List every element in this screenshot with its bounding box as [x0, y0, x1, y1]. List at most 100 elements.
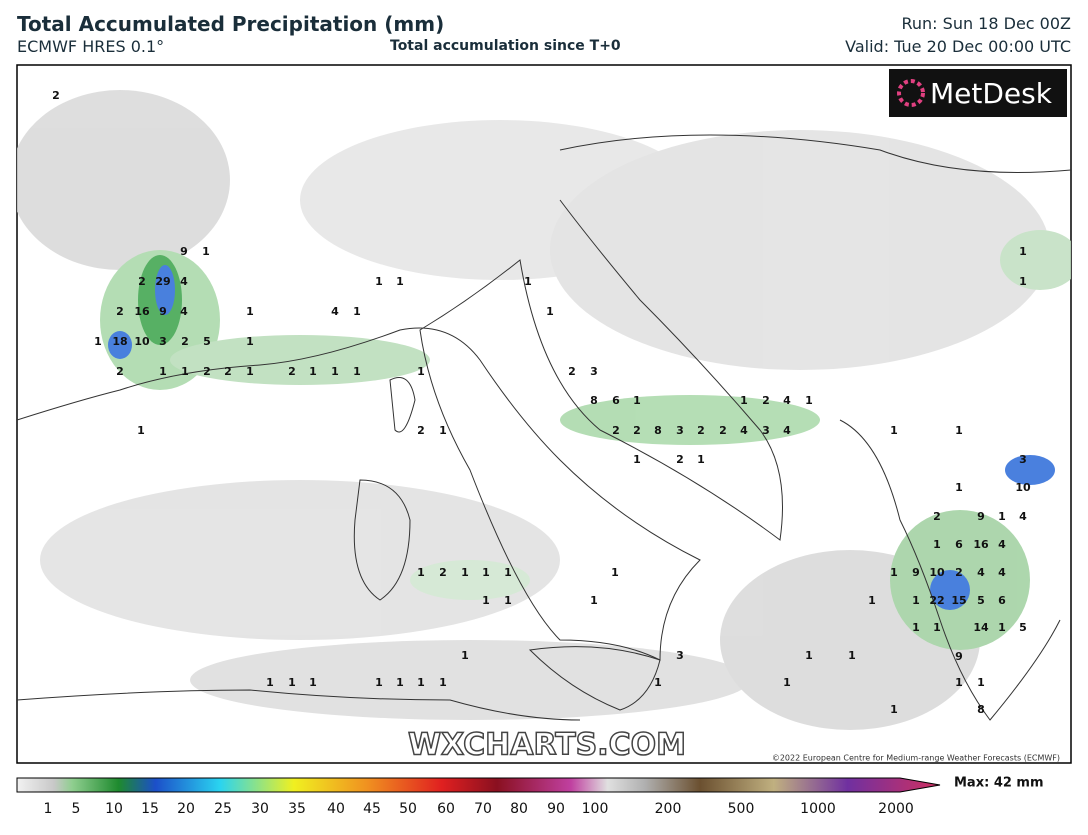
coastlines: [17, 134, 1071, 721]
precip-label: 1: [955, 424, 963, 437]
precip-label: 3: [762, 424, 770, 437]
precip-label: 1: [1019, 245, 1027, 258]
precip-label: 1: [633, 394, 641, 407]
precip-label: 4: [740, 424, 748, 437]
logo-box: [889, 69, 1067, 117]
precip-label: 1: [890, 566, 898, 579]
precip-label: 16: [134, 305, 150, 318]
precip-label: 16: [973, 538, 989, 551]
precip-label: 1: [202, 245, 210, 258]
precip-label: 1: [933, 538, 941, 551]
precip-label: 1: [805, 394, 813, 407]
precip-label: 1: [417, 566, 425, 579]
precip-label: 1: [309, 676, 317, 689]
precip-label: 2: [933, 510, 941, 523]
precip-label: 2: [138, 275, 146, 288]
precip-label: 1: [396, 676, 404, 689]
precip-label: 10: [929, 566, 945, 579]
precip-label: 1: [439, 676, 447, 689]
colorbar-tick-label: 45: [363, 801, 381, 817]
colorbar-tick-label: 50: [399, 801, 417, 817]
precip-label: 1: [955, 676, 963, 689]
precip-label: 2: [52, 89, 60, 102]
precip-label: 1: [375, 275, 383, 288]
precip-label: 1: [805, 649, 813, 662]
precip-label: 1: [890, 703, 898, 716]
model: ECMWF HRES 0.1°: [17, 37, 165, 56]
copyright: ©2022 European Centre for Medium-range W…: [772, 754, 1060, 763]
precip-label: 1: [159, 365, 167, 378]
precip-label: 2: [568, 365, 576, 378]
precip-label: 8: [654, 424, 662, 437]
precip-label: 1: [504, 594, 512, 607]
colorbar-tick-label: 2000: [878, 801, 914, 817]
precip-label: 1: [783, 676, 791, 689]
precip-label: 9: [955, 650, 963, 663]
precip-label: 1: [504, 566, 512, 579]
colorbar-tick-label: 60: [437, 801, 455, 817]
precip-label: 9: [159, 305, 167, 318]
precip-label: 1: [375, 676, 383, 689]
precip-label: 6: [612, 394, 620, 407]
precip-label: 10: [1015, 481, 1031, 494]
precip-label: 1: [246, 365, 254, 378]
precip-label: 1: [546, 305, 554, 318]
precip-label: 1: [461, 566, 469, 579]
precip-label: 2: [762, 394, 770, 407]
precip-label: 1: [590, 594, 598, 607]
colorbar-tick-label: 30: [251, 801, 269, 817]
precip-label: 2: [116, 365, 124, 378]
precip-label: 1: [868, 594, 876, 607]
precip-label: 8: [590, 394, 598, 407]
precip-label: 4: [998, 566, 1006, 579]
precip-label: 4: [783, 394, 791, 407]
precip-label: 3: [159, 335, 167, 348]
precip-label: 1: [912, 621, 920, 634]
precip-label: 1: [439, 424, 447, 437]
precip-label: 1: [417, 365, 425, 378]
precip-label: 1: [912, 594, 920, 607]
precip-label: 1: [998, 621, 1006, 634]
precip-label: 5: [203, 335, 211, 348]
precip-label: 2: [116, 305, 124, 318]
precip-label: 9: [180, 245, 188, 258]
precip-label: 9: [977, 510, 985, 523]
precip-label: 5: [977, 594, 985, 607]
precip-label: 5: [1019, 621, 1027, 634]
precip-label: 22: [929, 594, 944, 607]
precip-label: 1: [482, 594, 490, 607]
precip-label: 9: [912, 566, 920, 579]
precip-label: 1: [697, 453, 705, 466]
precip-label: 1: [633, 453, 641, 466]
precip-label: 6: [955, 538, 963, 551]
colorbar-tick-label: 15: [141, 801, 159, 817]
precip-label: 1: [309, 365, 317, 378]
precip-label: 1: [396, 275, 404, 288]
precip-label: 1: [933, 621, 941, 634]
logo-text: MetDesk: [930, 77, 1053, 110]
precip-label: 2: [224, 365, 232, 378]
precip-label: 1: [740, 394, 748, 407]
precip-label: 2: [633, 424, 641, 437]
precip-field: [17, 90, 1071, 730]
colorbar-tick-label: 1: [44, 801, 53, 817]
precip-label: 10: [134, 335, 150, 348]
title: Total Accumulated Precipitation (mm): [17, 12, 445, 36]
precip-label: 8: [977, 703, 985, 716]
precip-label: 1: [137, 424, 145, 437]
precip-label: 18: [112, 335, 127, 348]
precip-label: 1: [955, 481, 963, 494]
precip-label: 2: [955, 566, 963, 579]
precip-label: 4: [180, 275, 188, 288]
precip-label: 1: [977, 676, 985, 689]
precip-label: 1: [94, 335, 102, 348]
precip-label: 2: [612, 424, 620, 437]
precip-label: 2: [439, 566, 447, 579]
precip-label: 1: [353, 365, 361, 378]
precip-label: 1: [331, 365, 339, 378]
precip-label: 29: [155, 275, 170, 288]
precip-label: 1: [654, 676, 662, 689]
precip-label: 1: [461, 649, 469, 662]
colorbar-tick-label: 200: [655, 801, 682, 817]
